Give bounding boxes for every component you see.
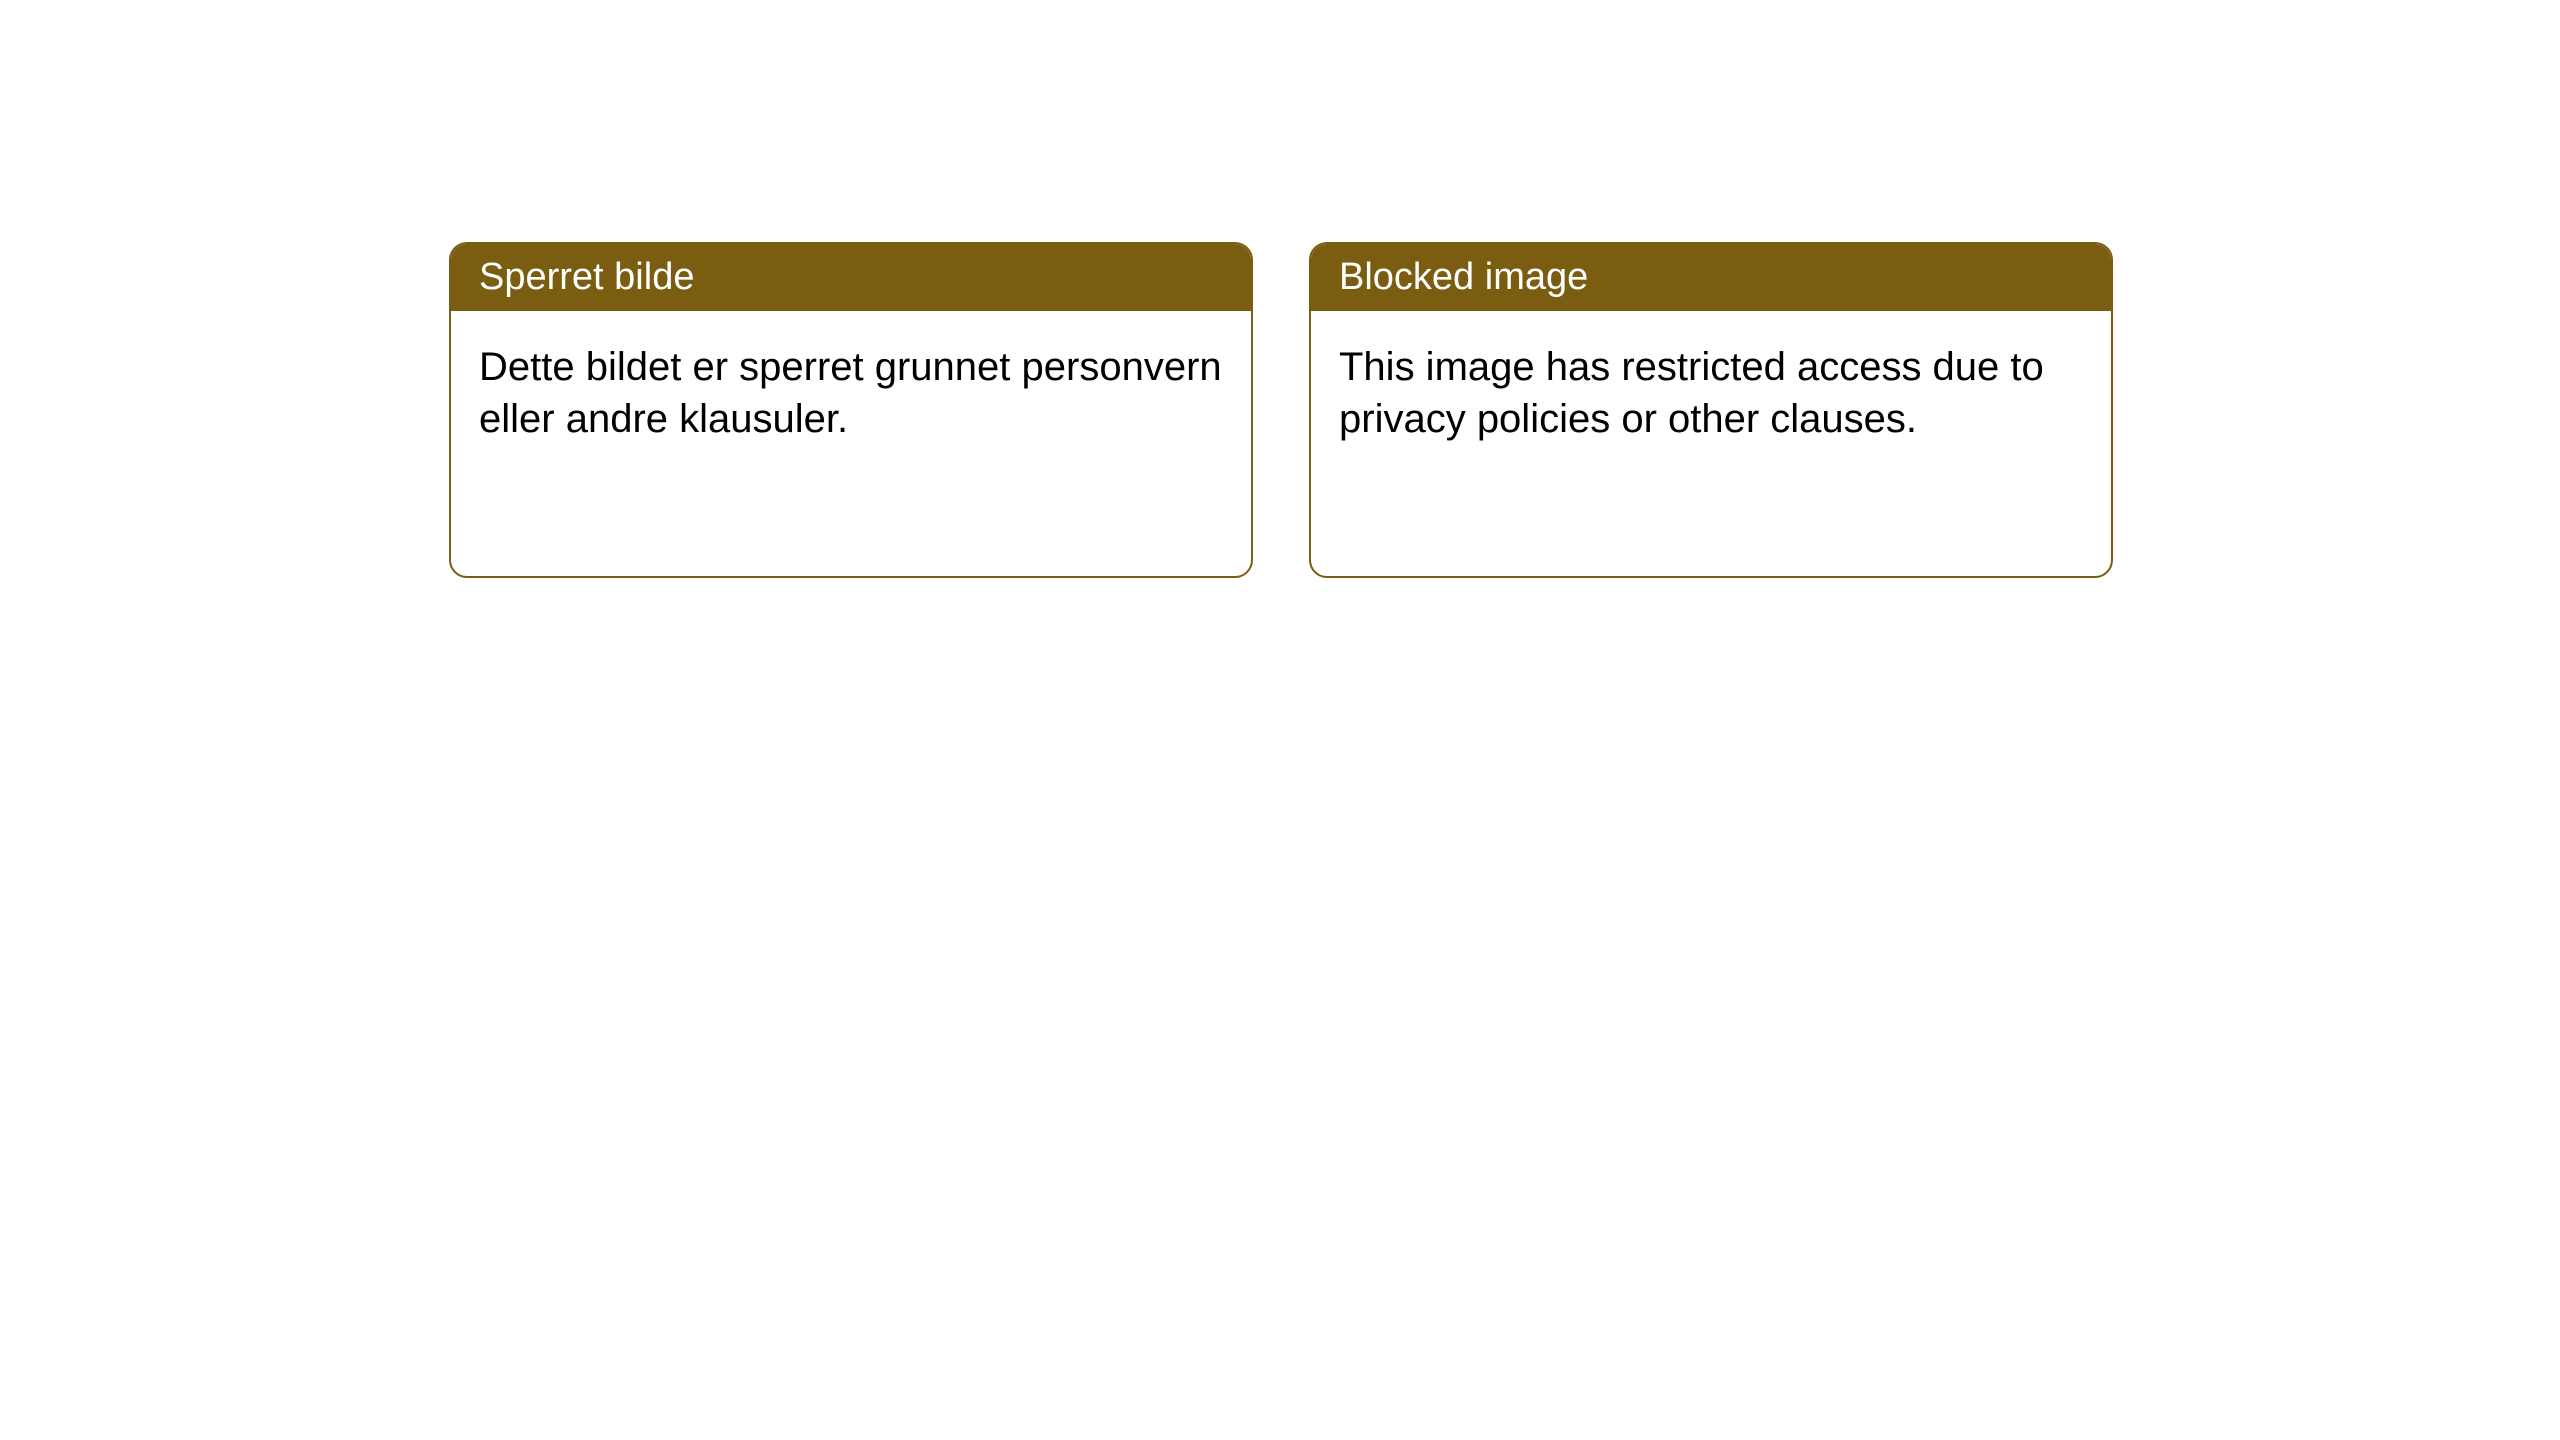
- card-header: Blocked image: [1311, 244, 2111, 311]
- card-body-text: Dette bildet er sperret grunnet personve…: [479, 345, 1222, 441]
- card-header: Sperret bilde: [451, 244, 1251, 311]
- notice-container: Sperret bilde Dette bildet er sperret gr…: [0, 0, 2560, 578]
- card-body: Dette bildet er sperret grunnet personve…: [451, 311, 1251, 475]
- blocked-image-card-en: Blocked image This image has restricted …: [1309, 242, 2113, 578]
- card-title: Sperret bilde: [479, 256, 694, 298]
- card-body: This image has restricted access due to …: [1311, 311, 2111, 475]
- card-title: Blocked image: [1339, 256, 1588, 298]
- card-body-text: This image has restricted access due to …: [1339, 345, 2044, 441]
- blocked-image-card-no: Sperret bilde Dette bildet er sperret gr…: [449, 242, 1253, 578]
